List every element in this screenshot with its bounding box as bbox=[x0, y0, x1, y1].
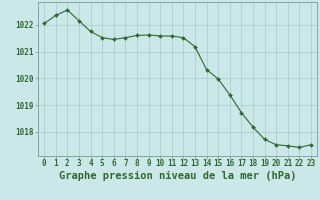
X-axis label: Graphe pression niveau de la mer (hPa): Graphe pression niveau de la mer (hPa) bbox=[59, 171, 296, 181]
